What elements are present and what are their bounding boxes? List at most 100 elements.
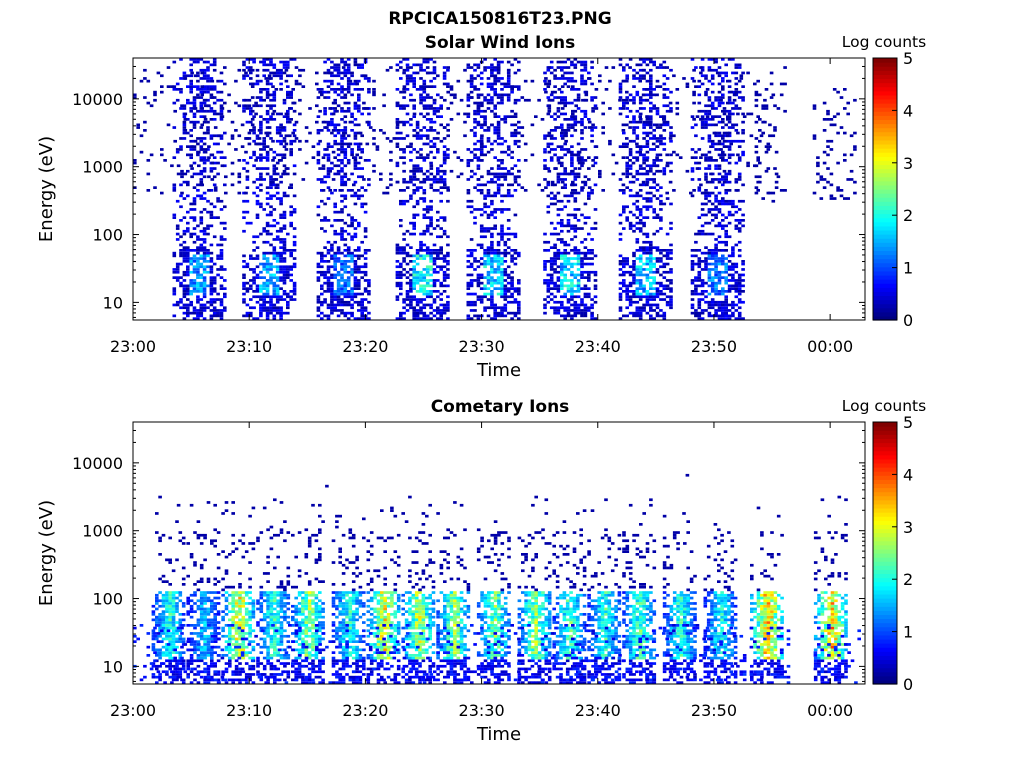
heatmap-cell — [543, 148, 547, 151]
heatmap-cell — [223, 82, 227, 86]
heatmap-cell — [196, 270, 200, 274]
heatmap-cell — [316, 298, 321, 301]
heatmap-cell — [649, 246, 653, 249]
heatmap-cell — [510, 249, 514, 252]
heatmap-cell — [336, 251, 341, 255]
heatmap-cell — [262, 227, 266, 230]
heatmap-cell — [721, 227, 725, 230]
heatmap-cell — [399, 281, 403, 285]
heatmap-cell — [563, 82, 567, 86]
heatmap-cell — [265, 104, 270, 108]
heatmap-cell — [513, 311, 518, 315]
heatmap-cell — [570, 224, 574, 228]
heatmap-cell — [212, 118, 217, 121]
heatmap-cell — [625, 115, 629, 118]
heatmap-cell — [336, 249, 341, 252]
heatmap-cell — [436, 257, 440, 260]
heatmap-cell — [576, 287, 581, 290]
heatmap-cell — [353, 159, 358, 162]
heatmap-cell — [580, 270, 584, 274]
heatmap-cell — [442, 290, 447, 293]
heatmap-cell — [632, 292, 636, 296]
heatmap-cell — [564, 139, 568, 143]
heatmap-cell — [182, 126, 187, 129]
heatmap-cell — [340, 219, 344, 222]
heatmap-cell — [196, 109, 200, 113]
heatmap-cell — [490, 279, 494, 282]
heatmap-cell — [186, 169, 190, 173]
heatmap-cell — [483, 309, 487, 312]
heatmap-cell — [402, 238, 406, 241]
heatmap-cell — [284, 112, 289, 116]
heatmap-cell — [182, 306, 187, 310]
heatmap-cell — [282, 240, 287, 244]
heatmap-cell — [580, 309, 584, 312]
heatmap-cell — [560, 300, 564, 304]
heatmap-cell — [265, 311, 270, 315]
heatmap-cell — [323, 276, 327, 279]
heatmap-cell — [282, 137, 287, 140]
heatmap-cell — [284, 142, 289, 146]
heatmap-cell — [500, 292, 504, 296]
heatmap-cell — [265, 284, 270, 288]
heatmap-cell — [259, 276, 263, 279]
heatmap-cell — [432, 243, 437, 247]
heatmap-cell — [635, 227, 640, 230]
heatmap-cell — [200, 123, 204, 127]
heatmap-cell — [690, 262, 695, 266]
heatmap-cell — [625, 175, 629, 179]
heatmap-cell — [289, 58, 293, 61]
heatmap-cell — [652, 257, 656, 260]
heatmap-cell — [500, 137, 504, 140]
heatmap-cell — [436, 254, 440, 258]
heatmap-cell — [510, 284, 514, 288]
heatmap-cell — [549, 221, 554, 225]
heatmap-cell — [707, 123, 712, 127]
heatmap-cell — [714, 262, 718, 266]
heatmap-cell — [304, 139, 309, 143]
heatmap-cell — [642, 309, 646, 312]
heatmap-cell — [133, 161, 137, 165]
heatmap-cell — [230, 161, 235, 165]
heatmap-cell — [704, 295, 708, 299]
heatmap-cell — [587, 249, 591, 252]
heatmap-cell — [220, 107, 225, 110]
heatmap-cell — [160, 74, 164, 78]
heatmap-cell — [326, 156, 331, 159]
heatmap-cell — [237, 159, 242, 162]
heatmap-cell — [333, 126, 337, 129]
heatmap-cell — [659, 142, 663, 146]
heatmap-cell — [360, 202, 364, 206]
heatmap-cell — [469, 273, 474, 277]
heatmap-cell — [570, 156, 574, 159]
heatmap-cell — [432, 279, 437, 282]
heatmap-cell — [422, 197, 427, 200]
heatmap-cell — [346, 265, 351, 269]
heatmap-cell — [493, 79, 497, 83]
heatmap-cell — [425, 58, 430, 61]
heatmap-cell — [625, 284, 629, 288]
heatmap-cell — [259, 284, 263, 288]
heatmap-cell — [255, 284, 260, 288]
heatmap-cell — [275, 254, 280, 258]
heatmap-cell — [353, 161, 358, 165]
heatmap-cell — [412, 148, 416, 151]
heatmap-cell — [279, 270, 283, 274]
heatmap-cell — [265, 306, 270, 310]
heatmap-cell — [272, 295, 277, 299]
heatmap-cell — [500, 257, 504, 260]
heatmap-cell — [436, 265, 440, 269]
heatmap-cell — [196, 300, 200, 304]
heatmap-cell — [330, 265, 334, 269]
heatmap-cell — [576, 175, 581, 179]
heatmap-cell — [638, 183, 643, 187]
heatmap-cell — [409, 194, 413, 198]
heatmap-cell — [649, 120, 653, 124]
heatmap-cell — [573, 290, 578, 293]
heatmap-cell — [550, 90, 555, 94]
heatmap-cell — [714, 284, 718, 288]
heatmap-cell — [659, 123, 663, 127]
heatmap-cell — [419, 156, 423, 159]
heatmap-cell — [275, 71, 280, 75]
heatmap-cell — [282, 129, 287, 132]
